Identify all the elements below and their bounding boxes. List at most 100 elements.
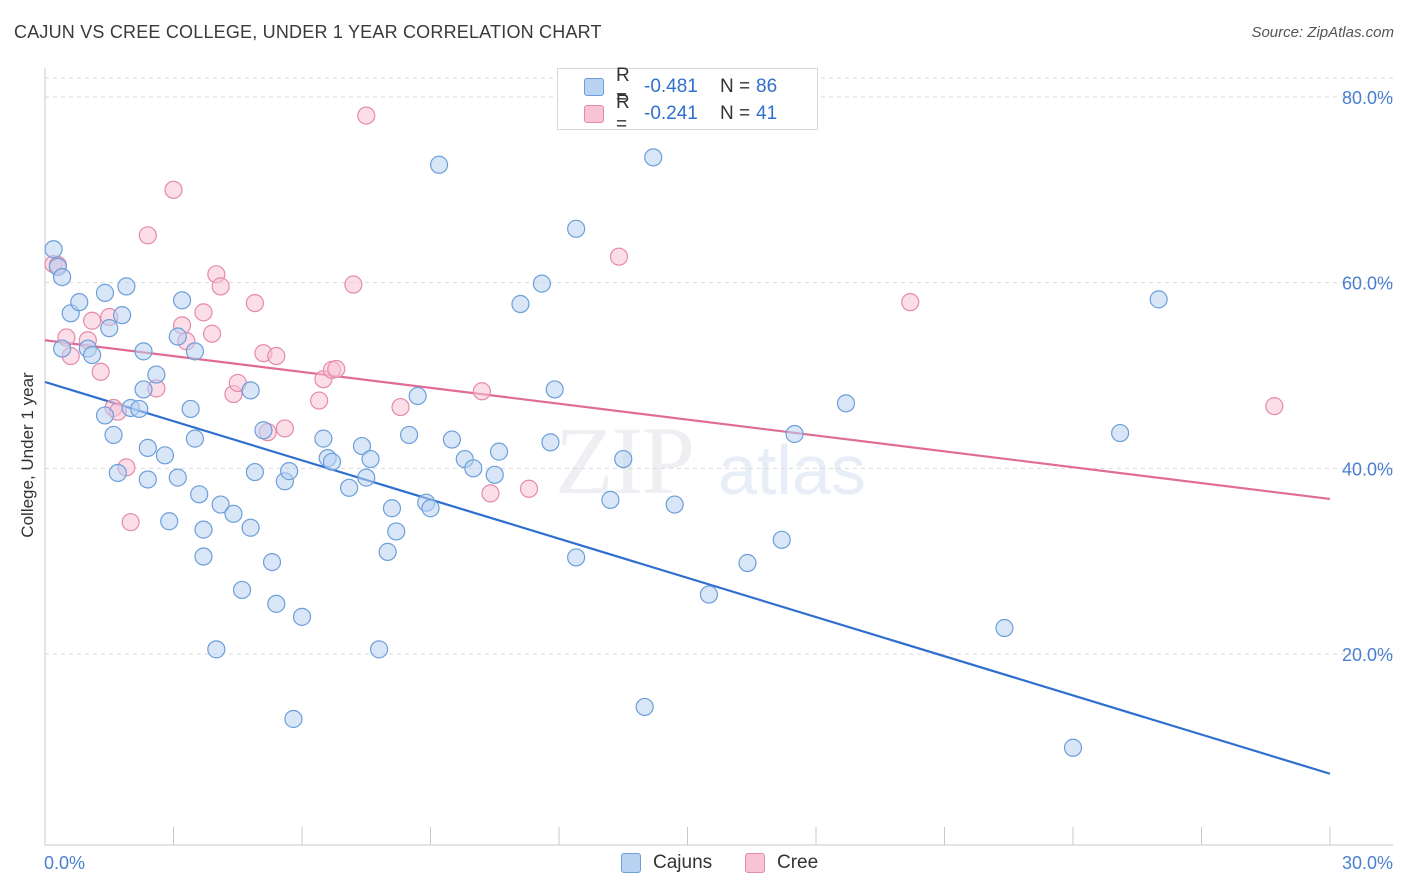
cajun-point	[382, 499, 402, 518]
cree-swatch-icon	[584, 105, 604, 123]
x-tick-label: 0.0%	[44, 853, 85, 873]
cajun-point	[70, 293, 89, 312]
cajun-point	[108, 463, 127, 483]
cree-point	[901, 293, 920, 312]
r-label: R =	[616, 92, 630, 135]
cajun-point	[95, 283, 115, 302]
cree-point	[211, 277, 230, 296]
legend-item-cree[interactable]: Cree	[745, 852, 818, 874]
cree-point	[344, 275, 363, 294]
n-label: N =	[720, 76, 751, 97]
cajun-point	[699, 585, 719, 604]
cajun-point	[489, 442, 509, 461]
cree-point	[194, 303, 213, 322]
chart-title: CAJUN VS CREE COLLEGE, UNDER 1 YEAR CORR…	[14, 22, 602, 42]
cajun-point	[644, 148, 663, 167]
cajun-point	[511, 294, 530, 314]
cajun-point	[211, 495, 230, 514]
cajun-point	[267, 594, 286, 613]
cajun-point	[138, 470, 157, 489]
watermark-atlas: atlas	[718, 431, 866, 509]
cajun-point	[194, 547, 213, 566]
cajun-point	[995, 618, 1014, 638]
trend-lines	[44, 339, 1331, 775]
cajuns-swatch-icon	[621, 853, 641, 873]
r-value: -0.481	[644, 76, 698, 97]
cajun-point	[155, 446, 175, 465]
y-axis-label: College, Under 1 year	[18, 372, 37, 538]
cajun-point	[785, 424, 804, 444]
axes	[44, 68, 1393, 846]
r-label: R =	[616, 65, 630, 108]
cajun-point	[614, 449, 633, 469]
y-tick-label: 60.0%	[1342, 274, 1393, 294]
cajun-point	[408, 386, 427, 406]
cajun-point	[1063, 738, 1083, 757]
cajun-point	[168, 327, 187, 346]
cree-point	[327, 359, 346, 379]
cree-point	[83, 311, 102, 330]
y-tick-label: 20.0%	[1342, 645, 1393, 665]
cree-point	[310, 391, 329, 410]
cajun-point	[254, 421, 273, 440]
cajun-point	[262, 552, 282, 572]
cajun-point	[378, 542, 397, 561]
cajun-point	[464, 459, 483, 478]
cree-point	[202, 324, 222, 343]
cajun-point	[53, 339, 72, 358]
cajun-point	[485, 465, 504, 484]
cajun-point	[190, 485, 209, 504]
cree-point	[609, 247, 629, 266]
cree-point	[357, 106, 376, 125]
source-credit: Source: ZipAtlas.com	[1251, 24, 1394, 41]
cajun-point	[635, 697, 654, 717]
cajun-point	[207, 640, 226, 659]
n-label: N =	[720, 103, 751, 124]
cajun-point	[772, 530, 791, 549]
cajun-point	[100, 319, 119, 338]
legend-item-cajuns[interactable]: Cajuns	[621, 852, 712, 874]
cajun-point	[241, 381, 260, 400]
cajun-point	[370, 640, 389, 659]
cajun-point	[134, 380, 153, 399]
cajun-point	[53, 267, 72, 287]
cajun-point	[284, 709, 303, 729]
cajun-point	[322, 452, 342, 471]
x-tick-label: 30.0%	[1342, 853, 1393, 873]
cajun-point	[567, 219, 586, 238]
r-value: -0.241	[644, 103, 698, 124]
cajun-point	[357, 468, 376, 487]
cajun-point	[361, 449, 380, 469]
legend-row-cree: R = -0.241 N = 41	[584, 92, 777, 135]
cajun-point	[442, 430, 462, 449]
legend-label: Cajuns	[653, 852, 713, 873]
y-tick-label: 40.0%	[1342, 459, 1393, 479]
cajun-point	[168, 468, 187, 487]
cajun-point	[545, 380, 564, 399]
cajun-point	[292, 607, 312, 626]
cajun-point	[1149, 290, 1168, 309]
n-value: 86	[756, 76, 778, 97]
legend-label: Cree	[777, 852, 819, 873]
cajun-point	[134, 342, 153, 361]
cajun-point	[194, 520, 213, 539]
cajun-point	[314, 429, 333, 448]
cajun-point	[541, 433, 560, 452]
cajuns-swatch-icon	[584, 78, 604, 96]
cajun-point	[112, 306, 132, 325]
cajun-point	[245, 462, 264, 482]
cajun-point	[532, 274, 551, 293]
cajun-point	[117, 277, 136, 296]
cajun-point	[421, 499, 440, 518]
cajun-point	[399, 425, 419, 445]
cajun-point	[44, 240, 63, 259]
cree-point	[245, 293, 264, 313]
cree-point	[1265, 397, 1284, 416]
cajun-point	[567, 548, 586, 567]
cajun-point	[172, 291, 192, 310]
cree-point	[481, 484, 500, 503]
cree-point	[472, 382, 491, 401]
cajun-point	[665, 495, 684, 514]
stats-legend: R = -0.481 N = 86 R = -0.241 N = 41	[557, 65, 818, 135]
